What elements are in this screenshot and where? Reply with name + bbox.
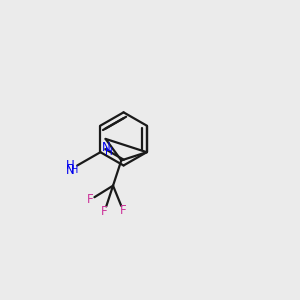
- Text: F: F: [101, 205, 108, 218]
- Text: H: H: [66, 159, 74, 172]
- Text: H: H: [105, 146, 113, 157]
- Text: F: F: [120, 204, 127, 217]
- Text: N: N: [66, 164, 74, 177]
- Text: N: N: [102, 141, 110, 154]
- Text: H: H: [70, 165, 78, 175]
- Text: F: F: [87, 194, 93, 206]
